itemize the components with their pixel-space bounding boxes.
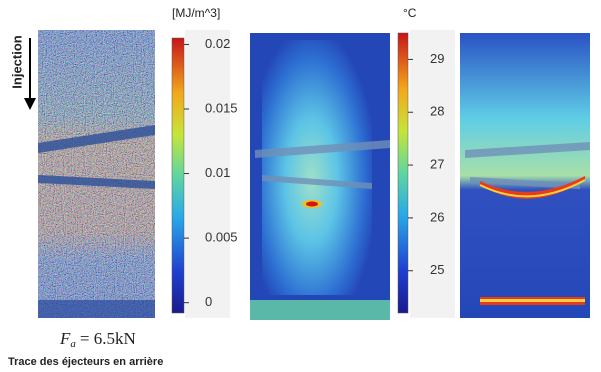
colorbar-1: [MJ/m^3] [171,6,230,318]
tick-label: 28 [430,104,444,119]
tick-label: 25 [430,262,444,277]
injection-arrow: Injection [9,35,36,110]
formula: Fa = 6.5kN [59,329,136,350]
colorbar-unit: [MJ/m^3] [172,6,220,20]
colorbar-2: °C [397,6,455,318]
formula-subscript: a [70,338,76,350]
formula-symbol: F [59,329,71,348]
tick-label: 26 [430,209,444,224]
tick-label: 27 [430,157,444,172]
injection-label: Injection [9,35,24,89]
tick-label: 0.015 [205,100,238,115]
formula-rest: = 6.5kN [80,329,136,348]
tick-label: 0.02 [205,36,230,51]
energy-map [38,30,155,318]
caption: Trace des éjecteurs en arrière [8,356,163,368]
thermal-map-1 [250,33,390,320]
colorbar-unit: °C [403,6,417,20]
tick-label: 0 [205,294,212,309]
tick-label: 0.005 [205,230,238,245]
thermal-map-2 [460,33,590,318]
tick-label: 0.01 [205,165,230,180]
tick-label: 29 [430,51,444,66]
